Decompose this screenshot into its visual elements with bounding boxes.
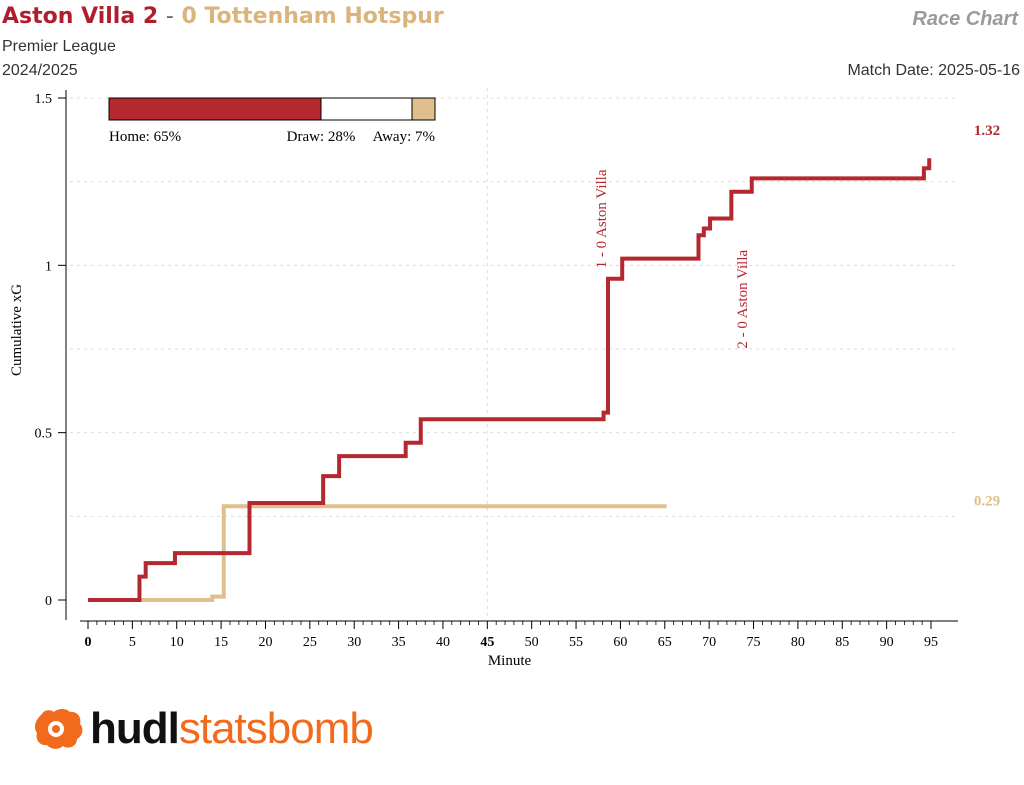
x-tick-label: 85 <box>835 635 849 650</box>
home-xg-total-label: 1.32 <box>974 123 1000 139</box>
y-tick-label: 1 <box>45 259 52 274</box>
match-date: Match Date: 2025-05-16 <box>847 62 1020 79</box>
x-tick-label: 50 <box>525 635 539 650</box>
x-tick-label: 10 <box>170 635 184 650</box>
score-separator: - <box>165 4 174 29</box>
y-axis-label: Cumulative xG <box>9 284 25 376</box>
x-axis-label: Minute <box>488 653 532 669</box>
x-tick-label: 65 <box>658 635 672 650</box>
x-tick-label: 90 <box>880 635 894 650</box>
logo-statsbomb-text: statsbomb <box>178 704 374 753</box>
x-tick-label: 20 <box>258 635 272 650</box>
away-xg-total-label: 0.29 <box>974 493 1000 509</box>
competition-label: Premier League <box>2 38 116 55</box>
home-team-name: Aston Villa <box>2 4 136 29</box>
x-tick-label: 75 <box>747 635 761 650</box>
x-tick-label: 40 <box>436 635 450 650</box>
x-tick-label: 25 <box>303 635 317 650</box>
y-tick-label: 1.5 <box>35 92 53 107</box>
logo-hudl-text: hudl <box>90 704 180 753</box>
away-probability-segment <box>411 97 436 121</box>
race-chart: 0 0.5 1 1.5 Cumulative xG 0 5 10 15 20 25 30 35 40 45 5… <box>9 88 1000 669</box>
x-tick-label: 30 <box>347 635 361 650</box>
season-label: 2024/2025 <box>2 62 78 79</box>
draw-probability-segment <box>320 97 413 121</box>
away-score: 0 <box>181 4 197 29</box>
goal-annotation: 1 - 0 Aston Villa <box>594 169 610 268</box>
goal-annotation: 2 - 0 Aston Villa <box>735 249 751 348</box>
x-tick-label: 35 <box>392 635 406 650</box>
x-tick-label: 60 <box>613 635 627 650</box>
x-tick-label: 45 <box>480 635 494 650</box>
x-tick-label: 5 <box>129 635 136 650</box>
home-xg-line <box>88 158 932 602</box>
hudl-statsbomb-logo-icon <box>34 709 83 749</box>
x-tick-label: 70 <box>702 635 716 650</box>
away-team-name: Tottenham Hotspur <box>204 4 444 29</box>
draw-probability-label: Draw: 28% <box>287 129 356 145</box>
away-xg-line <box>88 504 667 602</box>
x-tick-label: 0 <box>85 635 92 650</box>
y-tick-label: 0 <box>45 594 52 609</box>
hudl-statsbomb-logo: hudlstatsbomb <box>34 704 374 753</box>
match-title: Aston Villa 2 - 0 Tottenham Hotspur <box>2 4 444 29</box>
x-tick-label: 95 <box>924 635 938 650</box>
away-probability-label: Away: 7% <box>373 129 435 145</box>
x-tick-label: 80 <box>791 635 805 650</box>
x-tick-label: 15 <box>214 635 228 650</box>
home-probability-segment <box>108 97 322 121</box>
home-probability-label: Home: 65% <box>109 129 181 145</box>
chart-type-label: Race Chart <box>912 8 1018 30</box>
home-score: 2 <box>142 4 159 29</box>
x-tick-label: 55 <box>569 635 583 650</box>
y-tick-label: 0.5 <box>35 427 53 442</box>
